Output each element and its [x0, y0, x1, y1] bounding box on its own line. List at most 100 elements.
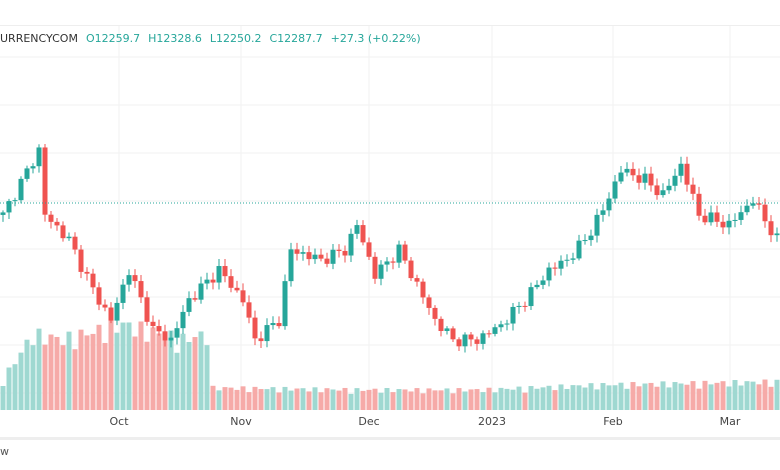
volume-bar	[768, 386, 774, 410]
candle-body	[456, 339, 462, 347]
volume-bar	[258, 389, 264, 410]
open-value: O12259.7	[85, 32, 141, 45]
candle-body	[642, 173, 648, 183]
volume-bar	[618, 382, 624, 410]
candle-body	[198, 283, 204, 300]
volume-bar	[144, 341, 150, 410]
volume-bar	[432, 390, 438, 410]
candle-body	[204, 279, 210, 284]
candle-body	[0, 212, 6, 215]
candle-body	[516, 305, 522, 307]
volume-bar	[222, 387, 228, 410]
candle-body	[402, 244, 408, 261]
candle-body	[354, 225, 360, 234]
volume-bar	[666, 387, 672, 410]
candle-body	[750, 203, 756, 206]
candle-body	[312, 254, 318, 260]
volume-bar	[84, 335, 90, 410]
candle-body	[618, 172, 624, 182]
candle-body	[684, 163, 690, 185]
volume-bar	[660, 381, 666, 410]
volume-bar	[318, 392, 324, 410]
candle-body	[276, 323, 282, 327]
volume-bar	[132, 336, 138, 410]
volume-bar	[102, 342, 108, 410]
candle-body	[546, 267, 552, 281]
candle-body	[78, 249, 84, 272]
volume-bar	[330, 389, 336, 410]
volume-bar	[372, 388, 378, 410]
volume-bar	[264, 389, 270, 410]
candle-body	[90, 273, 96, 288]
volume-bar	[702, 380, 708, 410]
volume-bar	[36, 328, 42, 410]
candle-body	[258, 338, 264, 342]
volume-bar	[54, 336, 60, 410]
volume-bar	[450, 393, 456, 410]
volume-bar	[270, 387, 276, 410]
candle-body	[612, 181, 618, 199]
volume-bar	[570, 385, 576, 410]
candle-body	[396, 244, 402, 263]
volume-bar	[12, 364, 18, 410]
candle-body	[504, 323, 510, 325]
candle-body	[294, 249, 300, 254]
volume-bar	[624, 388, 630, 410]
candle-body	[150, 321, 156, 327]
volume-bar	[504, 388, 510, 410]
price-chart[interactable]	[0, 0, 780, 412]
candle-body	[288, 249, 294, 282]
candle-body	[84, 271, 90, 274]
volume-bar	[510, 389, 516, 410]
candle-body	[450, 328, 456, 340]
volume-bar	[468, 389, 474, 410]
volume-bar	[198, 331, 204, 410]
volume-bar	[654, 386, 660, 410]
candle-body	[540, 280, 546, 285]
candle-body	[390, 261, 396, 263]
x-tick-oct: Oct	[109, 415, 129, 428]
volume-bar	[324, 388, 330, 410]
candle-body	[162, 331, 168, 341]
candle-body	[36, 147, 42, 167]
volume-bar	[552, 390, 558, 410]
volume-bar	[438, 390, 444, 410]
candle-body	[708, 212, 714, 223]
volume-bar	[696, 388, 702, 410]
candle-body	[624, 168, 630, 173]
volume-bar	[204, 345, 210, 410]
candle-body	[330, 249, 336, 264]
volume-bar	[78, 329, 84, 410]
volume-bar	[612, 385, 618, 410]
volume-bar	[576, 385, 582, 410]
volume-bar	[480, 392, 486, 410]
volume-bar	[714, 382, 720, 410]
x-tick-2023: 2023	[478, 415, 506, 428]
candle-body	[240, 290, 246, 303]
candle-body	[372, 256, 378, 279]
volume-bar	[462, 391, 468, 410]
volume-bar	[288, 390, 294, 410]
volume-bar	[498, 387, 504, 410]
candle-body	[252, 317, 258, 339]
bottom-label: w	[0, 445, 9, 458]
volume-bar	[600, 383, 606, 410]
candle-body	[60, 225, 66, 239]
volume-bar	[396, 389, 402, 410]
candle-body	[120, 284, 126, 303]
pane-separator[interactable]	[0, 437, 780, 440]
candle-body	[54, 221, 60, 226]
candle-body	[108, 307, 114, 321]
volume-bar	[354, 388, 360, 410]
volume-bar	[708, 384, 714, 410]
candle-body	[66, 236, 72, 239]
candle-body	[690, 184, 696, 194]
candle-body	[186, 298, 192, 312]
volume-bar	[750, 381, 756, 410]
candle-body	[582, 240, 588, 242]
volume-bar	[672, 382, 678, 410]
volume-bar	[30, 345, 36, 410]
candle-body	[234, 287, 240, 291]
volume-bar	[642, 383, 648, 410]
candle-body	[660, 190, 666, 196]
